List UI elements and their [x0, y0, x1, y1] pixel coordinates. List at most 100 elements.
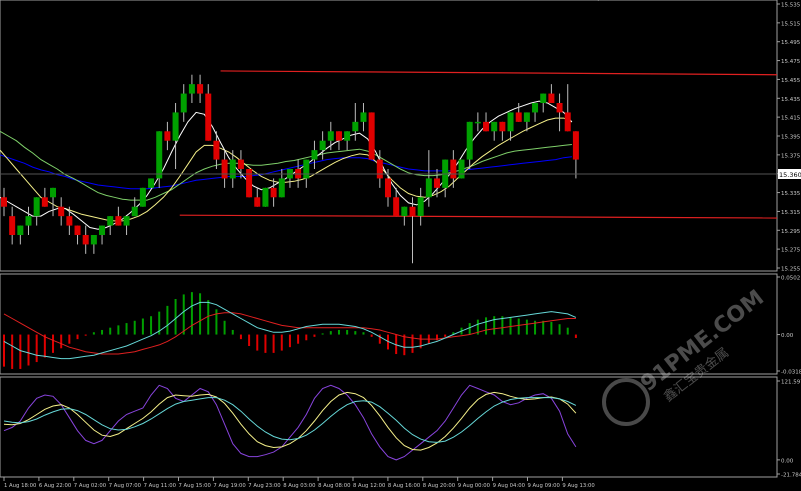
x-tick-label: 9 Aug 09:00 — [528, 483, 561, 489]
y-tick-label: 15.475 — [781, 59, 801, 65]
oscillator-line-2 — [3, 397, 577, 443]
price-ma-line-1 — [0, 130, 572, 201]
candle-body — [352, 121, 359, 132]
price-panel[interactable] — [0, 0, 778, 272]
y-tick-label: 0.00 — [781, 458, 794, 464]
candle-body — [556, 103, 563, 113]
macd-panel[interactable] — [0, 273, 778, 375]
candle-body — [115, 216, 122, 226]
candle-body — [368, 112, 375, 160]
candle-body — [384, 178, 391, 198]
candle-body — [229, 159, 236, 179]
price-ma-line-0 — [0, 154, 572, 190]
y-tick-label: 15.515 — [781, 21, 801, 27]
candle-body — [123, 216, 130, 226]
scroll-arrow-icon[interactable]: ˅ — [596, 0, 601, 9]
oscillator-panel-frame — [0, 376, 778, 478]
x-tick-label: 8 Aug 12:00 — [353, 483, 386, 489]
watermark-logo-icon — [602, 378, 650, 426]
candle-body — [50, 187, 57, 198]
price-y-axis: 15.535 15.515 15.495 15.475 15.455 15.435 15.4… — [777, 3, 801, 273]
candle-body — [41, 197, 48, 207]
candle-body — [139, 187, 146, 207]
candle-body — [507, 112, 514, 132]
candle-body — [180, 93, 187, 113]
oscillator-panel[interactable] — [0, 376, 778, 478]
macd-lines — [3, 301, 577, 360]
candle-body — [213, 140, 220, 160]
trendline-1 — [179, 214, 778, 219]
candle-body — [82, 235, 89, 245]
y-tick-label: 121.597 — [781, 380, 801, 386]
candle-body — [548, 93, 555, 103]
candle-body — [376, 159, 383, 179]
candle-body — [401, 206, 408, 217]
candle-body — [237, 159, 244, 169]
candle-body — [172, 112, 179, 141]
candle-body — [572, 131, 579, 160]
price-trendlines — [179, 70, 778, 219]
time-axis: 1 Aug 18:00 6 Aug 22:00 7 Aug 02:00 7 Aug 0… — [3, 477, 595, 489]
candle-body — [466, 121, 473, 160]
current-price-box — [778, 169, 801, 179]
x-tick-label: 8 Aug 08:00 — [318, 483, 351, 489]
candle-body — [156, 131, 163, 179]
oscillator-line-1 — [3, 391, 577, 451]
candle-body — [311, 150, 318, 160]
candle-body — [491, 121, 498, 132]
y-tick-label: 15.415 — [781, 116, 801, 122]
candle-body — [90, 235, 97, 245]
trendline-0 — [220, 70, 778, 76]
x-tick-label: 6 Aug 22:00 — [39, 483, 72, 489]
y-tick-label: 15.335 — [781, 191, 801, 197]
y-tick-label: 15.435 — [781, 97, 801, 103]
oscillator-lines — [3, 384, 577, 461]
candle-body — [450, 159, 457, 179]
candle-body — [515, 112, 522, 122]
candle-body — [319, 140, 326, 151]
candle-body — [99, 225, 106, 235]
price-moving-averages — [0, 100, 573, 230]
y-tick-label: 15.495 — [781, 40, 801, 46]
candle-body — [540, 93, 547, 103]
x-tick-label: 7 Aug 15:00 — [179, 483, 212, 489]
candle-body — [335, 131, 342, 141]
candle-body — [434, 178, 441, 188]
candle-body — [303, 159, 310, 179]
candle-body — [58, 206, 65, 217]
x-tick-label: 8 Aug 20:00 — [423, 483, 456, 489]
candle-body — [262, 187, 269, 207]
candle-body — [270, 187, 277, 198]
candle-body — [417, 197, 424, 217]
candle-body — [564, 112, 571, 132]
candle-body — [148, 178, 155, 188]
y-tick-label: -21.784 — [781, 473, 801, 479]
macd-panel-frame — [0, 273, 778, 375]
candle-body — [393, 197, 400, 217]
y-tick-label: 15.455 — [781, 78, 801, 84]
macd-line-1 — [3, 301, 577, 360]
candle-body — [9, 216, 16, 235]
oscillator-line-0 — [3, 384, 577, 461]
price-ma-line-3 — [0, 100, 573, 230]
candle-body — [164, 131, 171, 141]
candle-body — [254, 197, 261, 207]
candle-body — [425, 178, 432, 198]
x-tick-label: 8 Aug 03:00 — [283, 483, 316, 489]
price-candles — [1, 74, 579, 264]
price-ma-line-2 — [0, 117, 573, 222]
candle-body — [205, 93, 212, 141]
x-tick-label: 7 Aug 02:00 — [74, 483, 107, 489]
x-tick-label: 8 Aug 16:00 — [388, 483, 421, 489]
candle-body — [409, 206, 416, 217]
y-tick-label: 15.535 — [781, 3, 801, 9]
candle-body — [344, 131, 351, 141]
macd-y-axis: 0.0502 0.00 -0.0318 — [777, 276, 801, 376]
x-tick-label: 9 Aug 00:00 — [458, 483, 491, 489]
candle-body — [66, 216, 73, 226]
y-tick-label: 0.0502 — [781, 276, 800, 282]
candle-body — [474, 121, 481, 124]
y-tick-label: 0.00 — [781, 333, 794, 339]
candle-body — [483, 121, 490, 132]
